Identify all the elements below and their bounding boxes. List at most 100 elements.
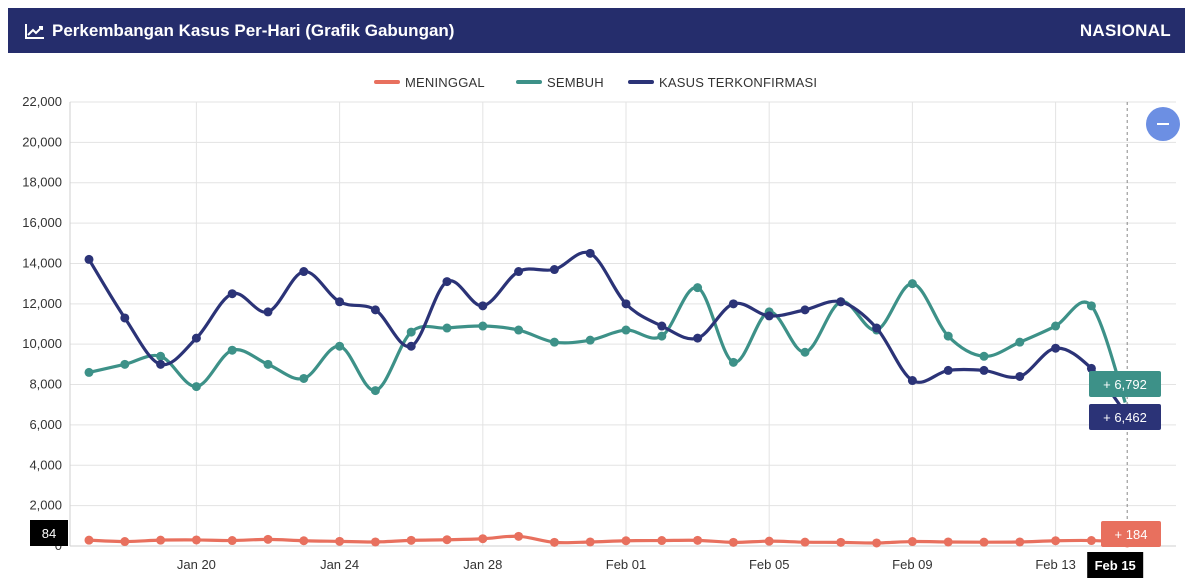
data-point[interactable] bbox=[120, 359, 130, 369]
data-point[interactable] bbox=[156, 359, 166, 369]
data-point[interactable] bbox=[764, 536, 774, 546]
data-point[interactable] bbox=[370, 305, 380, 315]
data-point[interactable] bbox=[370, 386, 380, 396]
tooltip-konfirmasi: + 6,462 bbox=[1089, 404, 1161, 430]
data-point[interactable] bbox=[549, 265, 559, 275]
data-point[interactable] bbox=[1051, 536, 1061, 546]
data-point[interactable] bbox=[657, 536, 667, 546]
data-point[interactable] bbox=[406, 535, 416, 545]
data-point[interactable] bbox=[657, 321, 667, 331]
data-point[interactable] bbox=[728, 537, 738, 547]
data-point[interactable] bbox=[299, 267, 309, 277]
data-point[interactable] bbox=[442, 535, 452, 545]
data-point[interactable] bbox=[191, 382, 201, 392]
data-point[interactable] bbox=[800, 347, 810, 357]
data-point[interactable] bbox=[979, 365, 989, 375]
tooltip-layer: + 6,792 + 6,462 + 184 Feb 15 84 bbox=[30, 102, 1180, 578]
data-point[interactable] bbox=[263, 307, 273, 317]
data-point[interactable] bbox=[1015, 337, 1025, 347]
data-point[interactable] bbox=[764, 311, 774, 321]
data-point[interactable] bbox=[907, 537, 917, 547]
data-point[interactable] bbox=[478, 321, 488, 331]
data-point[interactable] bbox=[335, 536, 345, 546]
x-tick-label: Feb 13 bbox=[1035, 557, 1075, 572]
data-point[interactable] bbox=[836, 537, 846, 547]
data-point[interactable] bbox=[191, 333, 201, 343]
data-point[interactable] bbox=[943, 537, 953, 547]
data-point[interactable] bbox=[227, 345, 237, 355]
tooltip-konfirmasi-box bbox=[1089, 404, 1161, 430]
data-point[interactable] bbox=[1015, 371, 1025, 381]
data-point[interactable] bbox=[227, 289, 237, 299]
data-point[interactable] bbox=[263, 359, 273, 369]
y-tick-label: 2,000 bbox=[29, 498, 62, 513]
minus-icon[interactable] bbox=[1146, 107, 1180, 141]
data-point[interactable] bbox=[1086, 363, 1096, 373]
data-point[interactable] bbox=[84, 254, 94, 264]
legend-item-meninggal[interactable]: MENINGGAL bbox=[405, 75, 485, 90]
data-point[interactable] bbox=[191, 535, 201, 545]
data-point[interactable] bbox=[943, 365, 953, 375]
data-point[interactable] bbox=[156, 535, 166, 545]
y-tick-label: 8,000 bbox=[29, 377, 62, 392]
tooltip-konfirmasi-text: + 6,462 bbox=[1103, 410, 1147, 425]
data-point[interactable] bbox=[621, 536, 631, 546]
data-point[interactable] bbox=[263, 534, 273, 544]
data-point[interactable] bbox=[979, 537, 989, 547]
data-point[interactable] bbox=[621, 299, 631, 309]
data-point[interactable] bbox=[335, 297, 345, 307]
data-point[interactable] bbox=[442, 323, 452, 333]
data-point[interactable] bbox=[800, 305, 810, 315]
data-point[interactable] bbox=[728, 299, 738, 309]
legend-item-sembuh[interactable]: SEMBUH bbox=[547, 75, 604, 90]
data-point[interactable] bbox=[406, 327, 416, 337]
data-point[interactable] bbox=[836, 297, 846, 307]
data-point[interactable] bbox=[406, 341, 416, 351]
data-point[interactable] bbox=[120, 313, 130, 323]
data-point[interactable] bbox=[299, 536, 309, 546]
data-point[interactable] bbox=[800, 537, 810, 547]
data-point[interactable] bbox=[585, 248, 595, 258]
x-tick-label: Jan 20 bbox=[177, 557, 216, 572]
data-point[interactable] bbox=[1086, 536, 1096, 546]
data-point[interactable] bbox=[943, 331, 953, 341]
data-point[interactable] bbox=[979, 351, 989, 361]
data-point[interactable] bbox=[442, 277, 452, 287]
data-point[interactable] bbox=[120, 537, 130, 547]
data-point[interactable] bbox=[549, 537, 559, 547]
line-chart-icon bbox=[24, 22, 46, 40]
y-tick-label: 10,000 bbox=[22, 336, 62, 351]
data-point[interactable] bbox=[227, 536, 237, 546]
data-point[interactable] bbox=[370, 537, 380, 547]
data-point[interactable] bbox=[1015, 537, 1025, 547]
data-point[interactable] bbox=[872, 323, 882, 333]
data-point[interactable] bbox=[657, 331, 667, 341]
legend-item-kasus-terkonfirmasi[interactable]: KASUS TERKONFIRMASI bbox=[659, 75, 817, 90]
data-point[interactable] bbox=[514, 267, 524, 277]
data-point[interactable] bbox=[621, 325, 631, 335]
data-point[interactable] bbox=[907, 376, 917, 386]
data-point[interactable] bbox=[693, 283, 703, 293]
data-point[interactable] bbox=[478, 534, 488, 544]
data-point[interactable] bbox=[585, 335, 595, 345]
data-point[interactable] bbox=[514, 325, 524, 335]
data-point[interactable] bbox=[585, 537, 595, 547]
data-point[interactable] bbox=[1086, 301, 1096, 311]
data-point[interactable] bbox=[84, 367, 94, 377]
data-point[interactable] bbox=[693, 333, 703, 343]
combined-line-chart: 02,0004,0006,0008,00010,00012,00014,0001… bbox=[22, 75, 1180, 578]
data-point[interactable] bbox=[299, 373, 309, 383]
data-point[interactable] bbox=[1051, 321, 1061, 331]
data-point[interactable] bbox=[728, 357, 738, 367]
data-point[interactable] bbox=[1051, 343, 1061, 353]
data-point[interactable] bbox=[907, 279, 917, 289]
data-point[interactable] bbox=[872, 538, 882, 548]
data-point[interactable] bbox=[335, 341, 345, 351]
data-point[interactable] bbox=[478, 301, 488, 311]
chart-title: Perkembangan Kasus Per-Hari (Grafik Gabu… bbox=[52, 20, 455, 40]
data-point[interactable] bbox=[84, 535, 94, 545]
data-point[interactable] bbox=[549, 337, 559, 347]
data-point[interactable] bbox=[693, 535, 703, 545]
data-point[interactable] bbox=[514, 531, 524, 541]
data-point[interactable] bbox=[156, 351, 166, 361]
